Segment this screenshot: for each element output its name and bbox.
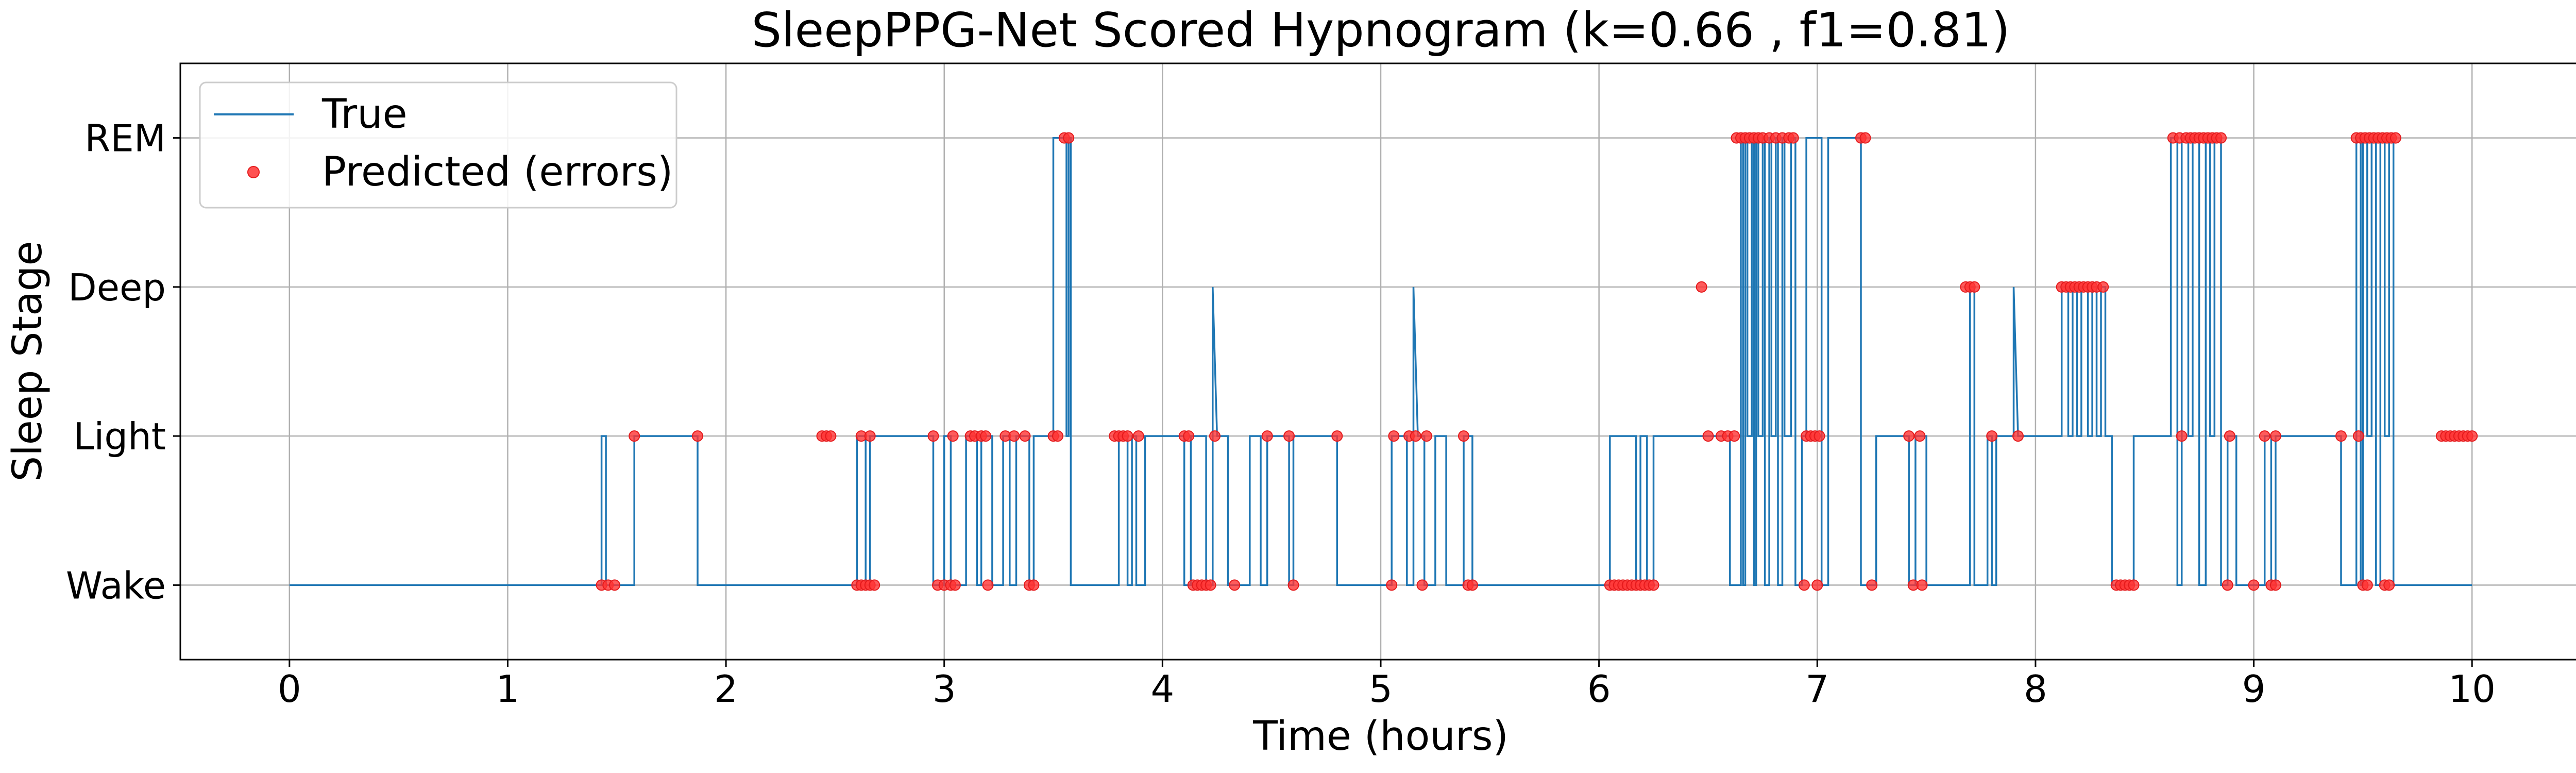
- y-axis-label: Sleep Stage: [5, 241, 51, 482]
- predicted-error-point: [1914, 430, 1926, 442]
- legend: True Predicted (errors): [199, 81, 677, 209]
- predicted-error-point: [1421, 430, 1432, 442]
- legend-predicted-label: Predicted (errors): [322, 149, 673, 195]
- predicted-error-point: [1410, 430, 1421, 442]
- y-tick-label: Light: [73, 415, 166, 458]
- predicted-error-point: [2248, 579, 2260, 591]
- predicted-error-point: [1466, 579, 1478, 591]
- predicted-error-point: [1787, 132, 1799, 144]
- x-tick-label: 3: [933, 667, 956, 711]
- predicted-error-point: [1798, 579, 1810, 591]
- predicted-error-point: [1811, 579, 1823, 591]
- predicted-error-point: [2215, 132, 2227, 144]
- predicted-error-point: [2097, 281, 2109, 293]
- legend-true-label: True: [321, 91, 408, 138]
- predicted-error-point: [1969, 281, 1980, 293]
- x-tick-label: 0: [278, 667, 301, 711]
- predicted-error-point: [869, 579, 880, 591]
- predicted-error-point: [949, 579, 961, 591]
- predicted-error-point: [864, 430, 876, 442]
- predicted-error-point: [1416, 579, 1428, 591]
- x-tick-label: 9: [2242, 667, 2266, 711]
- x-tick-label: 1: [496, 667, 520, 711]
- predicted-error-point: [2335, 430, 2347, 442]
- predicted-error-point: [1063, 132, 1075, 144]
- predicted-error-point: [1008, 430, 1020, 442]
- predicted-error-point: [2176, 430, 2188, 442]
- predicted-error-point: [1028, 579, 1040, 591]
- predicted-error-point: [2389, 132, 2401, 144]
- x-axis-label: Time (hours): [1252, 713, 1509, 760]
- predicted-error-point: [2012, 430, 2024, 442]
- predicted-errors-layer: [596, 132, 2478, 591]
- predicted-error-point: [1859, 132, 1871, 144]
- predicted-error-point: [1458, 430, 1469, 442]
- predicted-error-point: [1728, 430, 1740, 442]
- predicted-error-point: [2361, 579, 2373, 591]
- predicted-error-point: [1205, 579, 1216, 591]
- x-tick-label: 2: [714, 667, 738, 711]
- x-tick-label: 4: [1150, 667, 1174, 711]
- predicted-error-point: [2352, 430, 2364, 442]
- x-axis-ticks: 0 1 2 3 4 5 6 7 8 9 10: [278, 660, 2496, 711]
- predicted-error-point: [1052, 430, 1063, 442]
- predicted-error-point: [1331, 430, 1343, 442]
- predicted-error-point: [2383, 579, 2395, 591]
- predicted-error-point: [1388, 430, 1400, 442]
- predicted-error-point: [1696, 281, 1707, 293]
- predicted-error-point: [1287, 579, 1299, 591]
- predicted-error-point: [2269, 579, 2281, 591]
- predicted-error-point: [2128, 579, 2140, 591]
- predicted-error-point: [1986, 430, 1998, 442]
- legend-box: [199, 81, 677, 209]
- predicted-error-point: [2466, 430, 2478, 442]
- legend-predicted-marker-swatch: [247, 166, 260, 178]
- predicted-error-point: [609, 579, 620, 591]
- predicted-error-point: [1916, 579, 1928, 591]
- predicted-error-point: [1229, 579, 1241, 591]
- x-tick-label: 7: [1805, 667, 1829, 711]
- predicted-error-point: [1814, 430, 1825, 442]
- predicted-error-point: [2259, 430, 2270, 442]
- predicted-error-point: [1122, 430, 1133, 442]
- predicted-error-point: [1903, 430, 1915, 442]
- predicted-error-point: [1866, 579, 1878, 591]
- y-tick-label: Deep: [68, 266, 166, 309]
- predicted-error-point: [1648, 579, 1659, 591]
- predicted-error-point: [1386, 579, 1398, 591]
- predicted-error-point: [2269, 430, 2281, 442]
- predicted-error-point: [1283, 430, 1295, 442]
- predicted-error-point: [982, 579, 994, 591]
- predicted-error-point: [629, 430, 640, 442]
- y-tick-label: Wake: [66, 564, 166, 607]
- predicted-error-point: [692, 430, 703, 442]
- y-tick-label: REM: [84, 117, 166, 160]
- predicted-error-point: [947, 430, 959, 442]
- x-tick-label: 8: [2024, 667, 2047, 711]
- chart-title: SleepPPG-Net Scored Hypnogram (k=0.66 , …: [752, 3, 2010, 58]
- predicted-error-point: [2222, 579, 2233, 591]
- predicted-error-point: [1209, 430, 1221, 442]
- predicted-error-point: [2224, 430, 2235, 442]
- predicted-error-point: [1019, 430, 1031, 442]
- predicted-error-point: [1183, 430, 1195, 442]
- predicted-error-point: [927, 430, 939, 442]
- predicted-error-point: [1132, 430, 1144, 442]
- predicted-error-point: [1702, 430, 1714, 442]
- y-axis-ticks: Wake Light Deep REM: [66, 117, 180, 607]
- predicted-error-point: [825, 430, 837, 442]
- predicted-error-point: [1261, 430, 1273, 442]
- x-tick-label: 10: [2448, 667, 2496, 711]
- x-tick-label: 5: [1369, 667, 1393, 711]
- predicted-error-point: [980, 430, 992, 442]
- x-tick-label: 6: [1587, 667, 1611, 711]
